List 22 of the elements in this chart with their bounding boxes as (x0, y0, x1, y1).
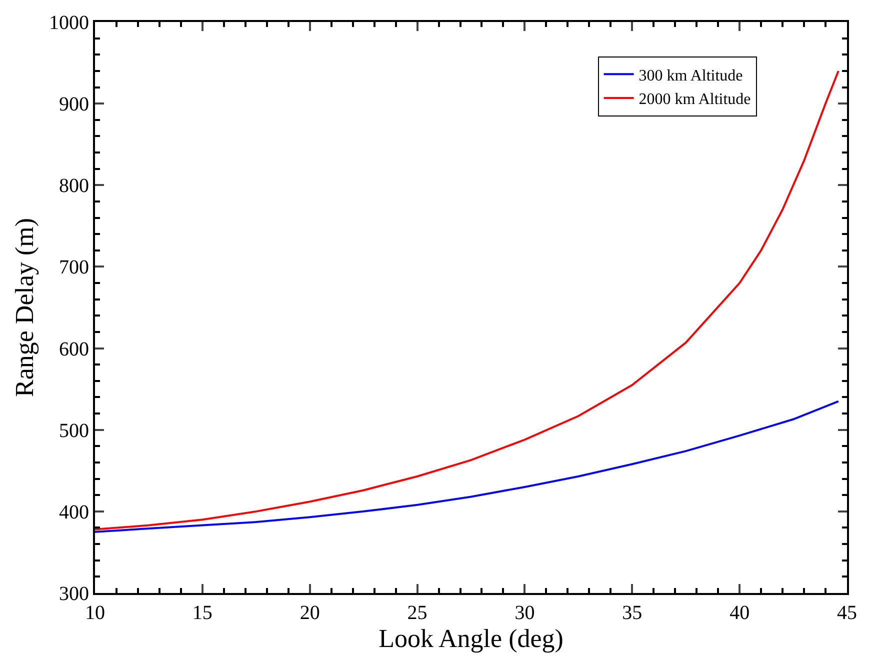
y-axis-title: Range Delay (m) (10, 218, 39, 398)
y-tick-label: 1000 (49, 12, 89, 34)
y-tick-label: 800 (59, 175, 89, 198)
legend-label: 300 km Altitude (638, 67, 743, 84)
y-tick-label: 500 (59, 420, 89, 442)
x-tick-label: 45 (837, 602, 857, 624)
y-tick-label: 700 (59, 256, 89, 279)
x-tick-label: 15 (192, 602, 212, 624)
x-tick-label: 35 (622, 602, 642, 624)
line-series (95, 400, 840, 533)
y-tick-label: 400 (59, 501, 89, 524)
y-tick-label: 600 (59, 338, 89, 360)
x-tick-label: 20 (300, 602, 320, 624)
x-tick-label: 10 (85, 602, 105, 624)
line-series (95, 70, 840, 530)
x-tick-label: 30 (514, 602, 535, 624)
y-tick-label: 300 (59, 583, 89, 605)
x-tick-label: 25 (407, 602, 428, 624)
legend-label: 2000 km Altitude (638, 91, 751, 108)
x-tick-label: 40 (730, 602, 750, 624)
y-tick-label: 900 (59, 94, 89, 116)
x-axis-title: Look Angle (deg) (378, 624, 564, 653)
